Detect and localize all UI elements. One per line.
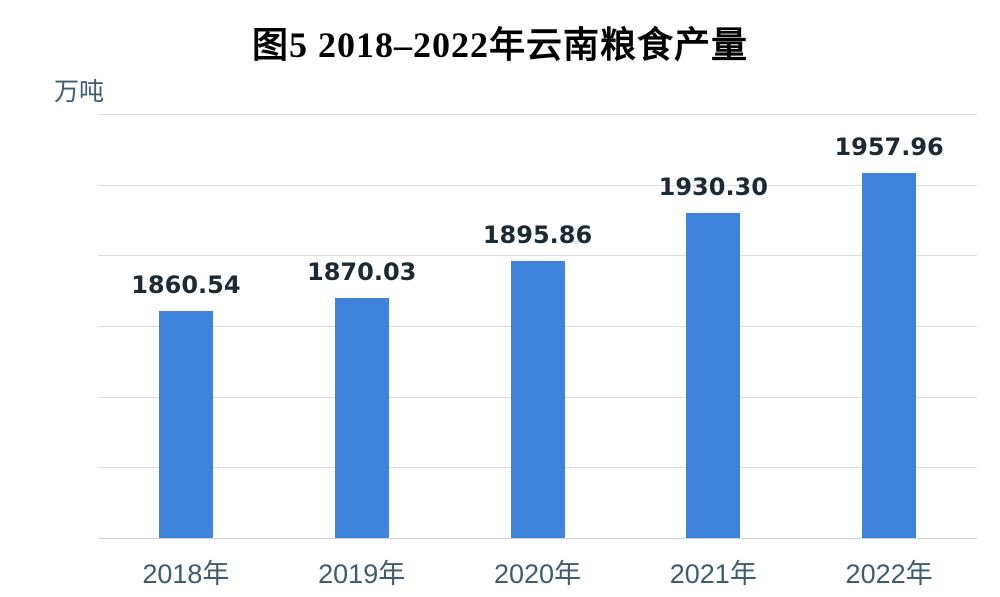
x-tick-label-2019年: 2019年 [318,559,406,589]
bar-value-label-2021年: 1930.30 [658,172,768,201]
bar-2018年 [158,311,213,538]
x-tick-label-2018年: 2018年 [142,559,230,589]
bar-value-label-2020年: 1895.86 [482,221,593,250]
x-axis-line [98,538,977,539]
x-tick-label-2021年: 2021年 [669,559,757,589]
bar-2022年 [862,173,917,538]
x-tick-label-2022年: 2022年 [845,559,933,589]
bar-value-label-2019年: 1870.03 [307,257,417,286]
gridline-1900 [98,255,977,257]
bar-2020年 [510,261,565,538]
y-axis-unit-label: 万吨 [54,78,105,106]
bar-2019年 [334,297,389,538]
bar-value-label-2018年: 1860.54 [131,271,241,300]
x-axis: 2018年 2019年 2020年 2021年 2022年 [98,552,977,592]
x-tick-label-2020年: 2020年 [493,559,582,589]
bar-value-label-2022年: 1957.96 [834,133,944,162]
gridline-2000 [98,114,977,115]
gridline-1950 [98,184,977,186]
chart-title: 图5 2018–2022年云南粮食产量 [251,25,748,65]
bar-2021年 [686,212,741,538]
plot-area: 1860.54 1870.03 1895.86 1930.30 1957.96 [98,114,977,539]
